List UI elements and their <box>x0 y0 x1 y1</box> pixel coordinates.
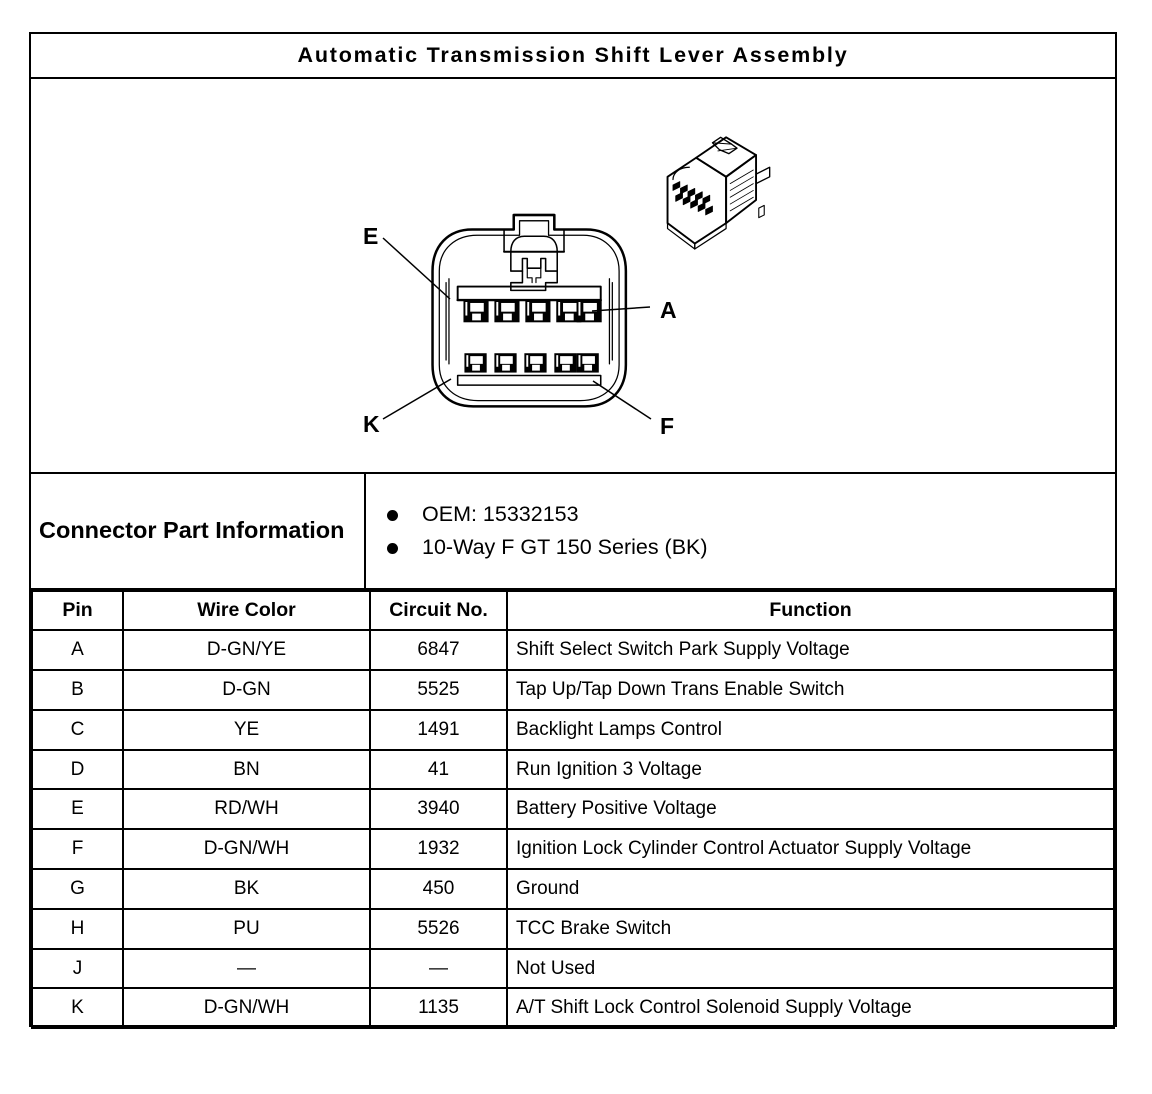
svg-text:A: A <box>660 297 677 323</box>
svg-text:K: K <box>363 411 380 437</box>
svg-text:E: E <box>363 223 378 249</box>
svg-text:F: F <box>660 413 674 439</box>
